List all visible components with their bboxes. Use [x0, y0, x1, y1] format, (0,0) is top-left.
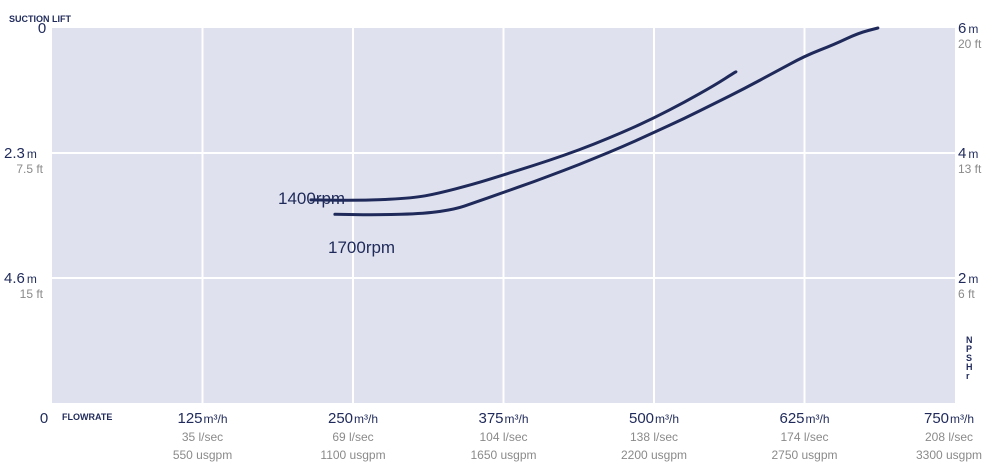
x-tick-lsec: 174 l/sec [780, 430, 828, 444]
x-tick-lsec: 138 l/sec [630, 430, 678, 444]
left-tick-label: 2.3 m [4, 145, 37, 162]
left-axis-ticks: 0 2.3 m7.5 ft 4.6 m15 ft [4, 20, 46, 301]
x-tick-usgpm: 2750 usgpm [771, 448, 837, 462]
left-tick-label: 0 [38, 20, 46, 37]
x-tick-lsec: 35 l/sec [182, 430, 223, 444]
right-axis-title-letter: N [966, 335, 973, 345]
left-tick-label: 4.6 m [4, 270, 37, 287]
x-tick-label: 250m³/h [328, 410, 378, 427]
x-tick-lsec: 69 l/sec [332, 430, 373, 444]
series-line-1700rpm [333, 26, 880, 217]
right-axis-title-letter: P [966, 344, 972, 354]
x-tick-lsec: 208 l/sec [925, 430, 973, 444]
series-label-1400rpm: 1400rpm [278, 189, 345, 208]
left-tick-ft: 7.5 ft [16, 162, 43, 176]
x-tick-usgpm: 2200 usgpm [621, 448, 687, 462]
series-label-1700rpm: 1700rpm [328, 238, 395, 257]
right-tick-ft: 20 ft [958, 37, 982, 51]
right-axis-title-letter: H [966, 362, 973, 372]
left-tick-ft: 15 ft [20, 287, 44, 301]
x-tick-label: 500m³/h [629, 410, 679, 427]
right-axis-title-letter: r [966, 371, 970, 381]
right-axis-title-letter: S [966, 353, 972, 363]
right-tick-ft: 6 ft [958, 287, 975, 301]
x-tick-usgpm: 3300 usgpm [916, 448, 982, 462]
x-tick-label: 0 [40, 410, 48, 427]
horizontal-gridlines [52, 152, 955, 279]
x-tick-label: 125m³/h [177, 410, 227, 427]
x-tick-usgpm: 550 usgpm [173, 448, 232, 462]
series-line-1400rpm [309, 70, 738, 202]
right-axis-ticks: 6 m20 ft 4 m13 ft 2 m6 ft [958, 20, 982, 301]
x-tick-label: 750m³/h [924, 410, 974, 427]
x-axis-title: FLOWRATE [62, 412, 112, 422]
x-tick-usgpm: 1100 usgpm [320, 448, 385, 462]
curves [309, 26, 880, 217]
x-axis-ticks: 0 125m³/h 35 l/sec 550 usgpm 250m³/h 69 l/sec… [40, 410, 982, 462]
x-tick-label: 375m³/h [478, 410, 528, 427]
right-tick-ft: 13 ft [958, 162, 982, 176]
left-axis-title: SUCTION LIFT [9, 14, 71, 24]
x-tick-label: 625m³/h [779, 410, 829, 427]
x-tick-usgpm: 1650 usgpm [470, 448, 536, 462]
x-tick-lsec: 104 l/sec [479, 430, 527, 444]
